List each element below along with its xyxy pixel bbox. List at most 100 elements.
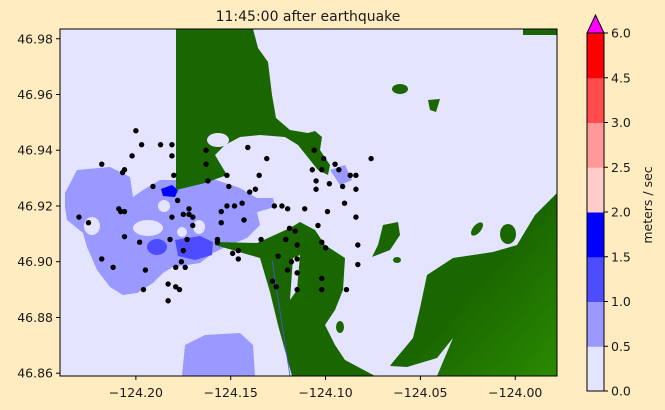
particle-marker [121,208,128,215]
particle-marker [294,256,300,262]
land-island [471,222,483,236]
particle-marker [252,186,259,192]
particle-marker [169,214,175,220]
particle-marker [294,270,300,276]
particle-marker [150,183,156,190]
land-mainland [390,193,557,376]
particle-marker [341,200,348,206]
particle-marker [173,264,179,271]
particle-marker [180,211,187,218]
y-tick-label: 46.96 [17,87,53,102]
particle-marker [322,245,329,251]
particle-marker [313,178,319,184]
particle-marker [313,186,319,192]
particle-marker [121,233,128,240]
land-island [393,257,401,263]
particle-marker [269,278,276,284]
particle-marker [133,128,139,134]
particle-marker [218,208,224,215]
particle-marker [140,286,147,293]
particle-marker [292,228,298,234]
particle-marker [165,298,171,304]
x-tick-label: −124.20 [109,385,163,400]
colorbar-bin [587,212,604,258]
particle-marker [347,172,353,179]
particle-marker [294,286,300,293]
calm-patch [84,217,100,235]
particle-marker [142,267,149,273]
particle-marker [157,141,164,148]
colorbar-tick-label: 2.0 [611,205,631,220]
land-island [336,321,344,333]
particle-marker [110,264,116,271]
y-tick-label: 46.94 [17,143,53,158]
particle-marker [353,186,359,192]
particle-marker [302,206,308,212]
particle-marker [85,220,92,226]
particle-marker [241,217,247,223]
particle-marker [178,259,185,265]
shoreline-current [271,259,291,376]
y-tick-label: 46.92 [17,198,53,213]
y-tick-label: 46.86 [17,366,53,381]
particle-marker [180,247,187,254]
colorbar-tick-label: 1.5 [611,249,631,264]
calm-patch [177,227,187,237]
particle-marker [138,141,145,148]
particle-marker [275,253,281,259]
colorbar-label: meters / sec [640,166,655,243]
colorbar-tick-label: 0.5 [611,339,631,354]
speed-region-1-1.5 [147,239,167,255]
particle-marker [171,172,177,179]
colorbar-tick-label: 4.5 [611,70,631,85]
speed-region-0.5-1 [330,165,352,185]
x-tick-label: −124.05 [393,385,447,400]
particle-marker [176,286,183,293]
particle-marker [224,203,230,209]
particle-marker [353,214,359,220]
colorbar: 0.0 0.5 1.0 1.5 2.0 2.5 3.0 4.5 6.0 [586,13,631,399]
particle-marker [264,155,270,162]
particle-marker [311,147,317,153]
particle-marker [99,161,105,167]
particle-marker [186,206,192,212]
particle-marker [136,239,143,245]
particle-marker [173,284,179,290]
particle-marker [283,236,289,243]
map-area [60,29,557,376]
particle-marker [169,141,175,148]
speed-region-1.5-2 [161,185,178,197]
particle-marker [355,261,361,268]
colorbar-tick-label: 6.0 [611,26,631,41]
particle-marker [319,286,325,293]
land-island [500,224,516,244]
particle-marker [129,153,135,159]
particle-marker [355,242,361,248]
particle-marker [203,147,209,153]
particle-marker [121,167,128,173]
land-island [428,99,440,112]
colorbar-bin [587,122,604,168]
particle-marker [229,250,236,257]
particle-marker [332,161,338,167]
calm-patch [193,220,205,234]
particle-marker [239,200,245,206]
colorbar-bin [587,77,604,123]
colorbar-bin [587,256,604,302]
particle-marker [368,155,374,162]
particle-marker [99,256,105,262]
x-axis: −124.20 −124.15 −124.10 −124.05 −124.00 [109,376,542,400]
axes-frame [59,28,558,377]
particle-marker [190,222,196,229]
particle-marker [245,144,251,151]
colorbar-extend-triangle [586,13,605,34]
particle-marker [339,183,346,190]
particle-marker [284,267,291,273]
land-island [523,29,557,35]
particle-marker [214,239,221,245]
particle-marker [165,281,171,287]
speed-region-1-1.5 [175,236,213,260]
colorbar-bin [587,301,604,347]
colorbar-tick-label: 2.5 [611,160,631,175]
